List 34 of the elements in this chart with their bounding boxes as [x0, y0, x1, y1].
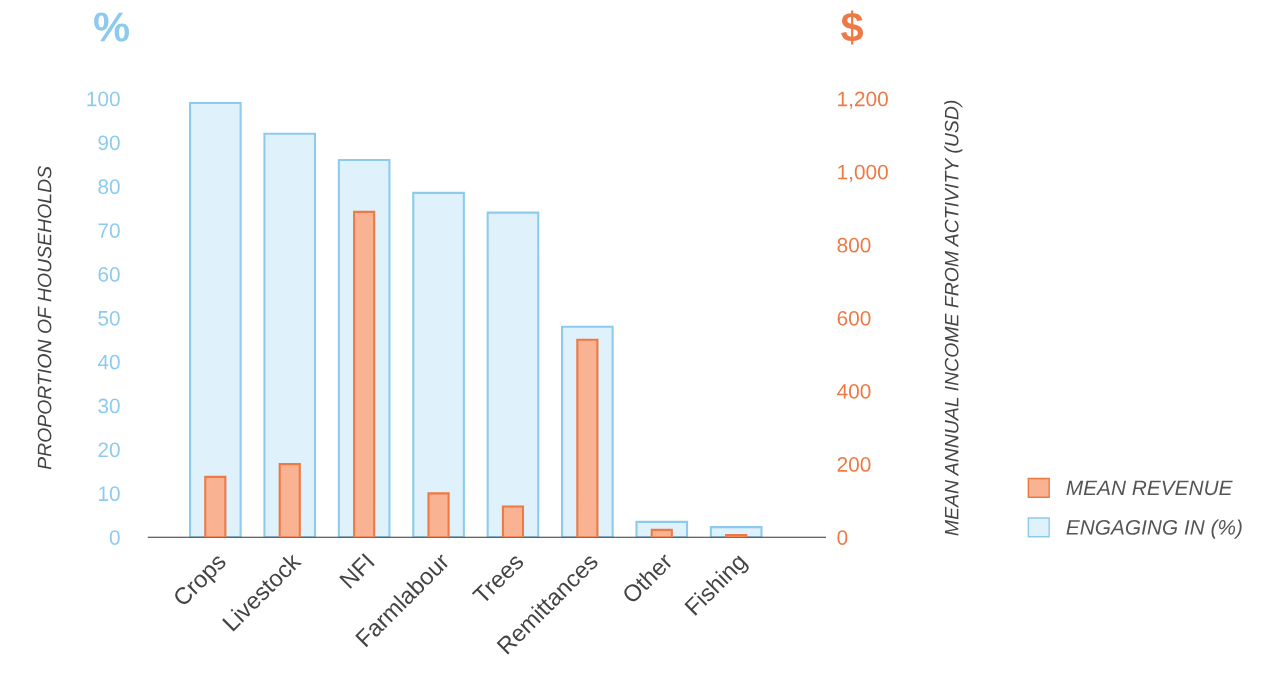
- y2-axis-title: MEAN ANNUAL INCOME FROM ACTIVITY (USD): [944, 100, 963, 536]
- bar: [204, 475, 227, 538]
- legend-label: ENGAGING IN (%): [1066, 519, 1242, 539]
- bar: [263, 132, 317, 538]
- y-tick-label: 30: [98, 398, 120, 414]
- bar: [650, 528, 673, 538]
- bar: [278, 463, 301, 538]
- bar: [725, 533, 748, 538]
- y-tick-label: 50: [98, 310, 120, 326]
- y-tick-label: 60: [98, 267, 120, 282]
- y-tick-label: 20: [98, 442, 120, 458]
- y2-tick-label: 200: [837, 457, 871, 472]
- y-tick-label: 0: [109, 530, 120, 545]
- text: %: [94, 12, 130, 42]
- y-tick-label: 80: [98, 179, 120, 195]
- bar: [486, 211, 540, 538]
- y2-tick-label: 1,000: [838, 164, 888, 182]
- y2-tick-label: 400: [837, 384, 871, 399]
- bar: [412, 191, 465, 538]
- y2-tick-label: 1,200: [838, 91, 888, 109]
- y2-tick-label: 600: [837, 310, 871, 326]
- y-tick-label: 100: [87, 91, 120, 107]
- y-tick-label: 70: [98, 223, 120, 238]
- y-tick-label: 10: [99, 486, 120, 502]
- y-tick-label: 40: [97, 354, 120, 370]
- y2-tick-label: 0: [837, 530, 848, 545]
- y2-tick-label: 800: [837, 237, 871, 253]
- y-tick-label: 90: [98, 135, 120, 151]
- text: $: [841, 10, 864, 45]
- legend-label: MEAN REVENUE: [1066, 480, 1233, 496]
- bar: [501, 505, 525, 538]
- bar: [427, 492, 450, 538]
- bar: [188, 101, 242, 538]
- y-axis-title: PROPORTION OF HOUSEHOLDS: [37, 166, 52, 470]
